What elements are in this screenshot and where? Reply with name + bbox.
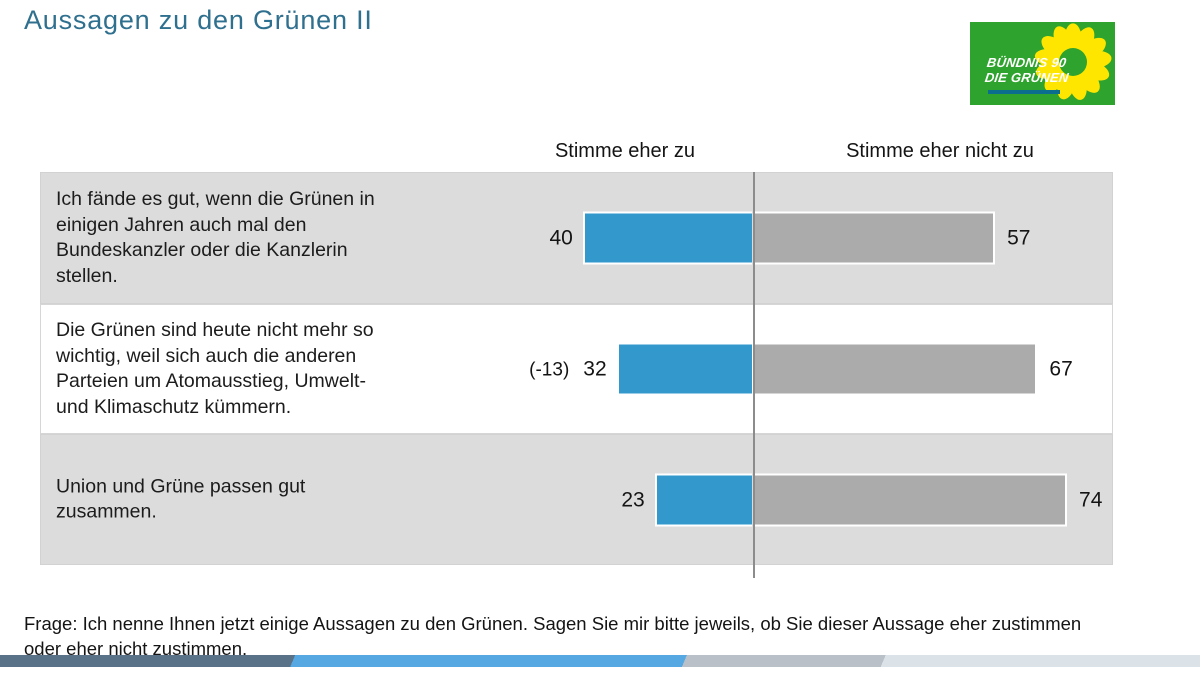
logo-underline: [988, 90, 1060, 94]
statement-text: Die Grünen sind heute nicht mehr so wich…: [56, 319, 374, 418]
disagree-value: 57: [1007, 226, 1031, 250]
question-footnote: Frage: Ich nenne Ihnen jetzt einige Auss…: [24, 613, 1082, 659]
disagree-bar: [754, 473, 1068, 526]
statement-text: Ich fände es gut, wenn die Grünen in ein…: [56, 188, 375, 287]
disagree-value: 74: [1079, 488, 1103, 511]
agree-number: 23: [621, 488, 645, 511]
column-header-agree: Stimme eher zu: [554, 140, 696, 162]
logo-line2: DIE GRÜNEN: [983, 70, 1070, 85]
agree-value: (-13) 32: [529, 359, 606, 380]
agree-bar: [582, 211, 752, 265]
sunflower-icon: [1034, 23, 1112, 100]
disagree-bar: [754, 342, 1038, 396]
table-row: Die Grünen sind heute nicht mehr so wich…: [40, 304, 1113, 434]
agree-number: 32: [583, 357, 607, 381]
bottom-decorative-strip: [0, 655, 1200, 667]
disagree-value: 67: [1049, 357, 1073, 381]
column-header-disagree: Stimme eher nicht zu: [846, 140, 1034, 162]
agree-number: 40: [549, 226, 573, 250]
buendnis90-die-gruenen-logo: BÜNDNIS 90 DIE GRÜNEN: [970, 22, 1115, 105]
agree-bar: [616, 342, 752, 396]
page-title: Aussagen zu den Grünen II: [24, 5, 373, 35]
table-row: Ich fände es gut, wenn die Grünen in ein…: [40, 172, 1113, 304]
statement-text: Union und Grüne passen gut zusammen.: [56, 475, 306, 523]
center-axis-line: [753, 172, 755, 578]
logo-text: BÜNDNIS 90 DIE GRÜNEN: [984, 55, 1072, 85]
agree-value: 40: [549, 228, 572, 249]
chart-rows: Ich fände es gut, wenn die Grünen in ein…: [40, 172, 1113, 565]
agree-bar: [654, 473, 752, 526]
agree-value: 23: [621, 489, 644, 510]
table-row: Union und Grüne passen gut zusammen. 23 74: [40, 434, 1113, 565]
disagree-bar: [754, 211, 996, 265]
logo-line1: BÜNDNIS 90: [986, 55, 1068, 70]
change-value: (-13): [529, 359, 570, 381]
